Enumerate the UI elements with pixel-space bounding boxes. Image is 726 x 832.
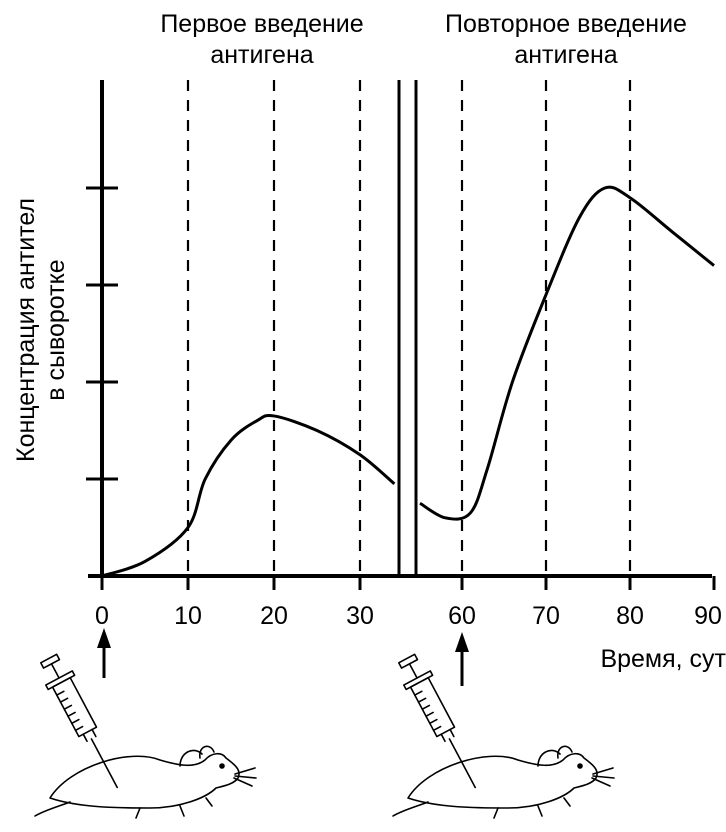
title-left-line-1: Первое введение: [160, 10, 363, 38]
y-axis-title-line-1: Концентрация антител: [12, 198, 40, 462]
title-right-line-2: антигена: [514, 41, 617, 69]
x-tick-label: 10: [174, 602, 202, 630]
x-tick-label: 30: [346, 602, 374, 630]
title-right-line-1: Повторное введение: [445, 10, 687, 38]
y-axis-title-line-2: в сыворотке: [42, 259, 70, 400]
chart-curves: [101, 185, 715, 578]
x-tick-label: 20: [260, 602, 288, 630]
chart-ticks: [86, 186, 716, 590]
x-tick-label: 90: [694, 602, 722, 630]
x-tick-label: 60: [448, 602, 476, 630]
x-axis-title: Время, сут: [600, 645, 726, 673]
x-tick-labels: 0 10 20 30 60 70 80 90: [95, 602, 722, 630]
secondary-response-curve: [419, 185, 715, 521]
syringe-mouse-icon: [392, 653, 615, 819]
x-tick-label: 70: [532, 602, 560, 630]
primary-response-curve: [101, 413, 396, 578]
arrow-up-icon: [97, 628, 111, 678]
title-left-line-2: антигена: [210, 41, 313, 69]
x-tick-label: 0: [95, 602, 109, 630]
dashed-guide-lines: [186, 80, 632, 576]
x-tick-label: 80: [616, 602, 644, 630]
syringe-mouse-icon: [34, 653, 257, 819]
arrow-up-icon: [455, 632, 469, 686]
chart-axes: [88, 80, 712, 578]
